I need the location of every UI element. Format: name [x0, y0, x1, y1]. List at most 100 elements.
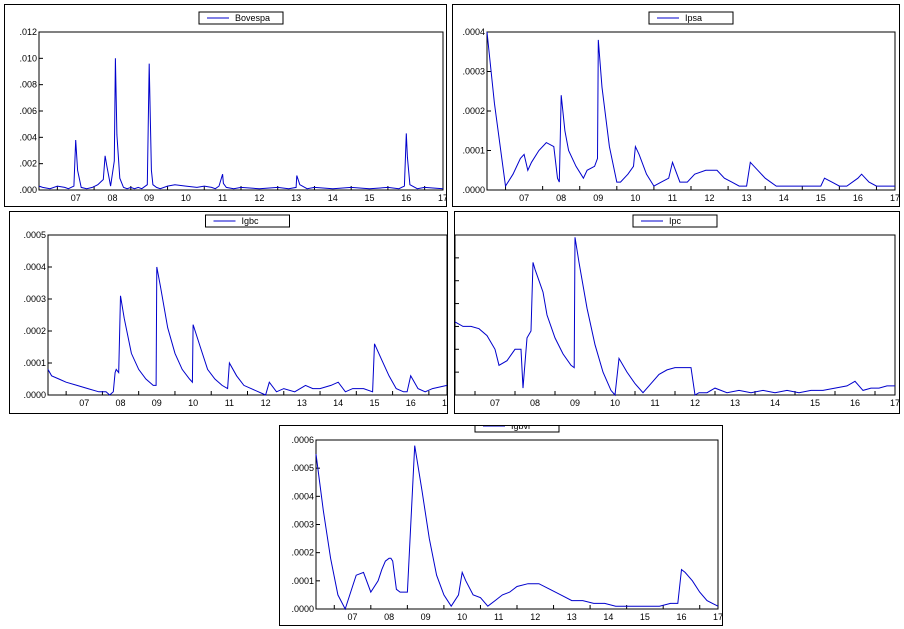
y-tick-label: .004: [19, 132, 37, 142]
x-tick-label: 10: [630, 193, 640, 203]
x-tick-label: 11: [225, 398, 234, 408]
y-tick-label: .0001: [291, 576, 314, 586]
legend: [474, 426, 560, 433]
chart-igbvl: .0000 .0001 .0002 .0003 .0004 .0005 .0006 07 08 0…: [291, 426, 722, 622]
y-tick-label: .0001: [462, 146, 485, 156]
y-tick-label: .0001: [23, 358, 46, 368]
chart-panel-igbvl: .0000 .0001 .0002 .0003 .0004 .0005 .0006 07 08 0…: [279, 425, 723, 626]
y-tick-label: .0000: [23, 390, 46, 400]
series-line-igbc: [47, 266, 447, 396]
chart-panel-ipc: .0000.0001.0002.0003.0004.0005.0006.0007…: [454, 211, 900, 414]
y-tick-label: .0003: [462, 67, 485, 77]
y-tick-label: .012: [19, 27, 37, 37]
chart-igbc: .0000 .0001 .0002 .0003 .0004 .0005 07 08 09 10 11…: [23, 214, 447, 408]
x-tick-label: 07: [519, 193, 529, 203]
legend-label: Bovespa: [235, 13, 270, 23]
chart-panel-ipsa: .0000 .0001 .0002 .0003 .0004 07 08 09 10 11 12 13 1…: [452, 4, 900, 207]
x-tick-label: 16: [850, 398, 860, 408]
legend-label: Igbvl: [511, 426, 530, 431]
legend: [632, 214, 718, 228]
x-tick-label: 11: [650, 398, 659, 408]
x-tick-label: 07: [490, 398, 500, 408]
chart-panel-igbc: .0000 .0001 .0002 .0003 .0004 .0005 07 08 09 10 11…: [9, 211, 448, 414]
series-line-ipc: [455, 237, 895, 397]
chart-ipsa: .0000 .0001 .0002 .0003 .0004 07 08 09 10 11 12 13 1…: [462, 11, 899, 203]
x-tick-label: 13: [291, 193, 301, 203]
x-tick-label: 15: [810, 398, 820, 408]
legend-label: Igbc: [242, 216, 260, 226]
x-tick-label: 15: [816, 193, 826, 203]
x-tick-label: 17: [890, 398, 899, 408]
x-tick-label: 12: [254, 193, 264, 203]
series-line-igbvl: [315, 445, 719, 611]
y-tick-label: .0005: [291, 463, 314, 473]
x-tick-label: 07: [348, 612, 358, 622]
x-tick-label: 16: [676, 612, 686, 622]
y-tick-label: .0004: [462, 27, 485, 37]
x-tick-label: 17: [890, 193, 899, 203]
x-tick-label: 12: [690, 398, 700, 408]
legend-label: Ipc: [669, 216, 682, 226]
x-tick-label: 13: [742, 193, 752, 203]
y-tick-label: .0005: [23, 230, 46, 240]
x-tick-label: 11: [494, 612, 503, 622]
x-tick-label: 15: [369, 398, 379, 408]
x-tick-label: 12: [530, 612, 540, 622]
x-tick-label: 15: [640, 612, 650, 622]
x-tick-label: 09: [152, 398, 162, 408]
x-tick-label: 10: [188, 398, 198, 408]
x-tick-label: 11: [218, 193, 227, 203]
x-tick-label: 12: [705, 193, 715, 203]
y-tick-label: .010: [19, 53, 37, 63]
chart-panel-bovespa: .000 .002 .004 .006 .008 .010 .012 07 08 09 10 11 12…: [4, 4, 447, 207]
chart-bovespa: .000 .002 .004 .006 .008 .010 .012 07 08 09 10 11 12…: [19, 11, 446, 203]
x-tick-label: 14: [770, 398, 780, 408]
x-tick-label: 10: [457, 612, 467, 622]
x-tick-label: 16: [853, 193, 863, 203]
x-tick-label: 08: [116, 398, 126, 408]
x-tick-label: 15: [365, 193, 375, 203]
x-tick-label: 14: [779, 193, 789, 203]
plot-frame: [486, 31, 896, 191]
y-tick-label: .000: [19, 185, 37, 195]
x-tick-label: 14: [328, 193, 338, 203]
x-tick-label: 10: [610, 398, 620, 408]
y-tick-label: .002: [19, 159, 37, 169]
x-tick-label: 07: [71, 193, 81, 203]
chart-ipc: .0000.0001.0002.0003.0004.0005.0006.0007…: [455, 214, 899, 408]
x-tick-label: 16: [406, 398, 416, 408]
y-tick-label: .0002: [23, 326, 46, 336]
x-tick-label: 14: [333, 398, 343, 408]
y-tick-label: .006: [19, 106, 37, 116]
series-line-ipsa: [486, 31, 895, 188]
series-line-bovespa: [38, 58, 444, 190]
y-tick-label: .008: [19, 80, 37, 90]
y-tick-label: .0006: [291, 435, 314, 445]
x-tick-label: 09: [421, 612, 431, 622]
x-tick-label: 13: [297, 398, 307, 408]
y-tick-label: .0004: [23, 262, 46, 272]
plot-frame: [38, 31, 444, 191]
legend: [205, 214, 290, 228]
x-tick-label: 09: [593, 193, 603, 203]
x-tick-label: 07: [79, 398, 89, 408]
x-tick-label: 16: [401, 193, 411, 203]
x-tick-label: 10: [181, 193, 191, 203]
x-tick-label: 17: [442, 398, 447, 408]
x-tick-label: 08: [107, 193, 117, 203]
x-tick-label: 17: [438, 193, 446, 203]
x-tick-label: 13: [567, 612, 577, 622]
x-tick-label: 13: [730, 398, 740, 408]
x-tick-label: 14: [603, 612, 613, 622]
y-tick-label: .0003: [291, 520, 314, 530]
x-tick-label: 09: [144, 193, 154, 203]
x-tick-label: 17: [713, 612, 722, 622]
y-tick-label: .0000: [291, 604, 314, 614]
y-tick-label: .0000: [462, 185, 485, 195]
plot-frame: [455, 234, 896, 396]
y-tick-label: .0002: [291, 548, 314, 558]
x-tick-label: 12: [261, 398, 271, 408]
legend-label: Ipsa: [685, 13, 702, 23]
legend: [198, 11, 284, 25]
x-tick-label: 11: [668, 193, 677, 203]
